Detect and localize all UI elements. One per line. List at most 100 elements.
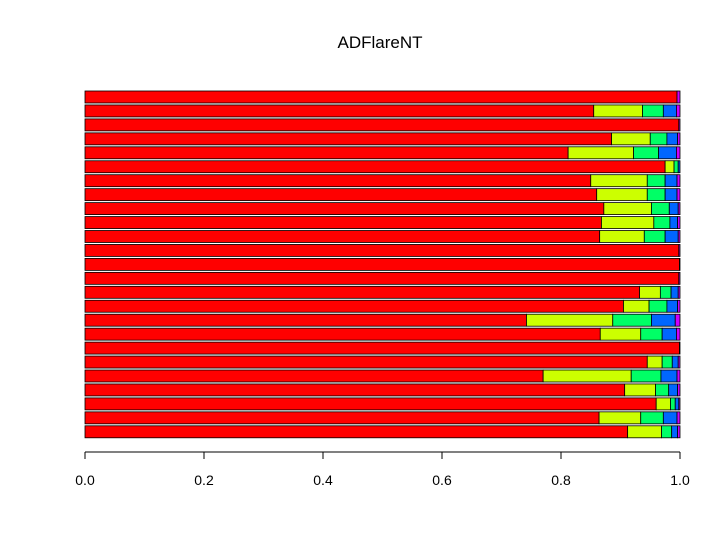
x-axis: 0.0 0.2 0.4 0.6 0.8 1.0 xyxy=(75,451,690,488)
bar-row xyxy=(84,132,681,146)
bar-segment-magenta xyxy=(677,383,681,397)
bar-segment-blue xyxy=(662,104,677,118)
bar-segment-magenta xyxy=(678,397,681,411)
bar-row xyxy=(84,355,681,369)
bar-segment-red xyxy=(84,299,624,313)
bar-segment-yellow xyxy=(526,313,614,327)
bar-segment-green xyxy=(661,425,673,439)
bar-segment-green xyxy=(648,299,668,313)
bar-row xyxy=(84,257,681,271)
bar-segment-blue xyxy=(651,313,676,327)
bar-segment-green xyxy=(630,369,662,383)
bar-segment-red xyxy=(84,383,626,397)
bar-segment-red xyxy=(84,230,601,243)
bar-segment-red xyxy=(84,90,678,104)
bar-segment-yellow xyxy=(596,188,648,202)
bar-segment-yellow xyxy=(611,132,651,146)
bar-segment-magenta xyxy=(676,104,681,118)
bar-segment-yellow xyxy=(624,383,657,397)
bar-segment-magenta xyxy=(677,299,681,313)
bar-segment-red xyxy=(84,188,598,202)
bar-segment-magenta xyxy=(676,411,681,425)
bar-row xyxy=(84,216,681,229)
bar-segment-magenta xyxy=(677,355,681,369)
bar-segment-red xyxy=(84,271,680,285)
bar-segment-magenta xyxy=(674,313,681,327)
bar-segment-magenta xyxy=(676,327,681,341)
bar-segment-red xyxy=(84,425,629,439)
bar-segment-red xyxy=(84,411,600,425)
bar-row xyxy=(84,90,681,104)
bar-segment-yellow xyxy=(598,411,642,425)
chart-title: ADFlareNT xyxy=(337,33,422,52)
bar-segment-red xyxy=(84,327,601,341)
bar-segment-green xyxy=(659,285,672,299)
bar-segment-green xyxy=(642,104,664,118)
bar-segment-magenta xyxy=(676,369,681,383)
bar-segment-blue xyxy=(664,230,679,243)
bar-segment-magenta xyxy=(679,341,681,355)
x-tick-label: 1.0 xyxy=(670,472,690,488)
bar-segment-yellow xyxy=(590,174,648,188)
x-tick-label: 0.4 xyxy=(313,472,333,488)
bar-segment-blue xyxy=(671,355,679,369)
bar-segment-green xyxy=(643,230,666,243)
bar-row xyxy=(84,425,681,439)
bar-row xyxy=(84,104,681,118)
bar-segment-magenta xyxy=(677,230,681,243)
bar-row xyxy=(84,383,681,397)
bar-row xyxy=(84,118,681,132)
bar-segment-magenta xyxy=(678,244,681,257)
bar-segment-green xyxy=(612,313,652,327)
bar-segment-yellow xyxy=(593,104,643,118)
bar-segment-blue xyxy=(677,160,681,174)
x-tick-label: 0.2 xyxy=(194,472,214,488)
bar-segment-blue xyxy=(669,216,679,229)
bar-segment-green xyxy=(646,174,666,188)
bar-segment-yellow xyxy=(601,216,655,229)
bar-segment-green xyxy=(661,355,673,369)
x-tick-label: 0.6 xyxy=(432,472,452,488)
bar-segment-red xyxy=(84,202,605,216)
bar-segment-red xyxy=(84,104,595,118)
bar-row xyxy=(84,285,681,299)
bar-row xyxy=(84,369,681,383)
bar-segment-magenta xyxy=(677,132,681,146)
bar-segment-red xyxy=(84,355,648,369)
bar-segment-green xyxy=(633,146,659,160)
bar-segment-red xyxy=(84,313,527,327)
bar-segment-yellow xyxy=(639,285,661,299)
bars-layer xyxy=(84,90,681,439)
x-tick-label: 0.8 xyxy=(551,472,571,488)
bar-segment-red xyxy=(84,146,569,160)
bar-segment-green xyxy=(655,383,670,397)
bar-segment-magenta xyxy=(676,188,681,202)
bar-segment-blue xyxy=(661,327,677,341)
bar-segment-magenta xyxy=(677,425,681,439)
bar-segment-yellow xyxy=(599,327,642,341)
bar-row xyxy=(84,174,681,188)
bar-row xyxy=(84,244,681,257)
bar-segment-green xyxy=(649,132,668,146)
bar-row xyxy=(84,341,681,355)
bar-segment-green xyxy=(640,411,664,425)
bar-segment-yellow xyxy=(627,425,662,439)
bar-row xyxy=(84,146,681,160)
bar-segment-red xyxy=(84,244,680,257)
bar-row xyxy=(84,313,681,327)
bar-segment-blue xyxy=(662,411,678,425)
bar-segment-magenta xyxy=(677,216,681,229)
bar-row xyxy=(84,271,681,285)
bar-segment-green xyxy=(670,397,676,411)
bar-segment-red xyxy=(84,118,680,132)
bar-segment-red xyxy=(84,174,592,188)
bar-segment-blue xyxy=(664,188,678,202)
bar-segment-yellow xyxy=(599,230,645,243)
bar-segment-magenta xyxy=(679,257,681,271)
bar-segment-blue xyxy=(658,146,677,160)
bar-segment-blue xyxy=(664,174,678,188)
bar-segment-magenta xyxy=(677,202,681,216)
bar-segment-yellow xyxy=(603,202,652,216)
bar-segment-green xyxy=(646,188,666,202)
